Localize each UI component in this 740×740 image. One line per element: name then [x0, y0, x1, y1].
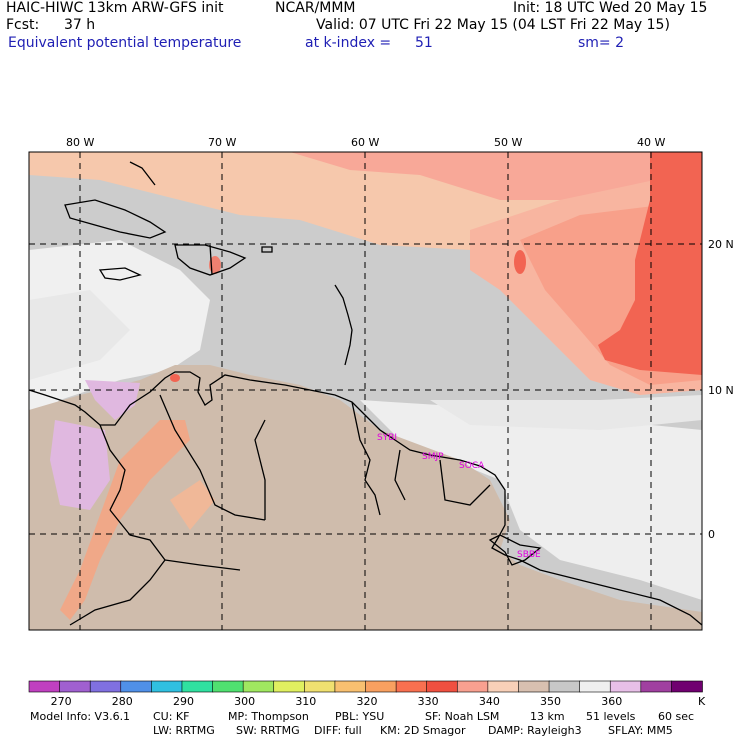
- colorbar: [28, 680, 703, 693]
- valid-time: Valid: 07 UTC Fri 22 May 15 (04 LST Fri …: [316, 17, 670, 33]
- lon-label-80w: 80 W: [66, 136, 94, 149]
- colorbar-unit: K: [698, 695, 706, 708]
- colorbar-swatch: [579, 680, 612, 693]
- colorbar-tick-label: 280: [112, 695, 133, 708]
- init-time: Init: 18 UTC Wed 20 May 15: [513, 0, 708, 16]
- colorbar-swatch: [640, 680, 673, 693]
- colorbar-tick-label: 340: [479, 695, 500, 708]
- colorbar-swatch: [120, 680, 153, 693]
- station-smjp: SMJP: [422, 452, 444, 462]
- lat-lon-grid: [29, 152, 702, 630]
- colorbar-swatch: [334, 680, 367, 693]
- levels: 51 levels: [586, 710, 636, 723]
- mp-scheme: MP: Thompson: [228, 710, 309, 723]
- station-soca: SOCA: [459, 461, 485, 471]
- colorbar-swatch: [548, 680, 581, 693]
- model-title: HAIC-HIWC 13km ARW-GFS init: [6, 0, 224, 16]
- colorbar-tick-label: 290: [173, 695, 194, 708]
- cu-scheme: CU: KF: [153, 710, 190, 723]
- sw-scheme: SW: RRTMG: [236, 724, 300, 737]
- km-scheme: KM: 2D Smagor: [380, 724, 466, 737]
- model-info: Model Info: V3.6.1: [30, 710, 131, 723]
- sf-scheme: SF: Noah LSM: [425, 710, 500, 723]
- station-sybi: SYBI: [377, 433, 397, 443]
- colorbar-swatch: [181, 680, 214, 693]
- colorbar-ticks: 270 280 290 300 310 320 330 340 350 360: [51, 695, 623, 708]
- grid-spacing: 13 km: [530, 710, 565, 723]
- colorbar-swatch: [89, 680, 122, 693]
- lat-label-0: 0: [708, 528, 715, 541]
- fcst-value: 37 h: [64, 17, 96, 33]
- station-sbbe: SBBE: [517, 550, 541, 560]
- colorbar-swatch: [487, 680, 520, 693]
- colorbar-swatch: [212, 680, 244, 693]
- colorbar-swatch: [671, 680, 703, 693]
- colorbar-swatch: [609, 680, 642, 693]
- field-name: Equivalent potential temperature: [8, 35, 242, 51]
- colorbar-tick-label: 320: [357, 695, 378, 708]
- colorbar-tick-label: 350: [540, 695, 561, 708]
- lon-label-70w: 70 W: [208, 136, 236, 149]
- timestep: 60 sec: [658, 710, 695, 723]
- level-value: 51: [415, 35, 433, 51]
- colorbar-swatch: [273, 680, 306, 693]
- colorbar-tick-label: 330: [418, 695, 439, 708]
- colorbar-tick-label: 270: [51, 695, 72, 708]
- diff-scheme: DIFF: full: [314, 724, 362, 737]
- level-label: at k-index =: [305, 35, 392, 51]
- colorbar-swatch: [304, 680, 336, 693]
- lat-label-20n: 20 N: [708, 238, 734, 251]
- colorbar-tick-label: 310: [295, 695, 316, 708]
- colorbar-swatch: [59, 680, 91, 693]
- colorbar-swatch: [395, 680, 428, 693]
- sflay-scheme: SFLAY: MM5: [608, 724, 673, 737]
- org-label: NCAR/MMM: [275, 0, 356, 16]
- map-border: [28, 151, 703, 631]
- damp-scheme: DAMP: Rayleigh3: [488, 724, 582, 737]
- colorbar-tick-label: 360: [601, 695, 622, 708]
- colorbar-swatch: [456, 680, 489, 693]
- pbl-scheme: PBL: YSU: [335, 710, 385, 723]
- smooth-label: sm= 2: [578, 35, 625, 51]
- colorbar-swatch: [426, 680, 459, 693]
- colorbar-swatch: [518, 680, 550, 693]
- lat-label-10n: 10 N: [708, 384, 734, 397]
- lon-label-60w: 60 W: [351, 136, 379, 149]
- colorbar-swatch: [28, 680, 61, 693]
- coastlines: [28, 161, 703, 626]
- colorbar-tick-label: 300: [234, 695, 255, 708]
- lw-scheme: LW: RRTMG: [153, 724, 215, 737]
- colorbar-swatch: [365, 680, 397, 693]
- fcst-label: Fcst:: [6, 17, 40, 33]
- lon-label-40w: 40 W: [637, 136, 665, 149]
- colorbar-swatch: [151, 680, 183, 693]
- colorbar-swatch: [242, 680, 275, 693]
- lon-label-50w: 50 W: [494, 136, 522, 149]
